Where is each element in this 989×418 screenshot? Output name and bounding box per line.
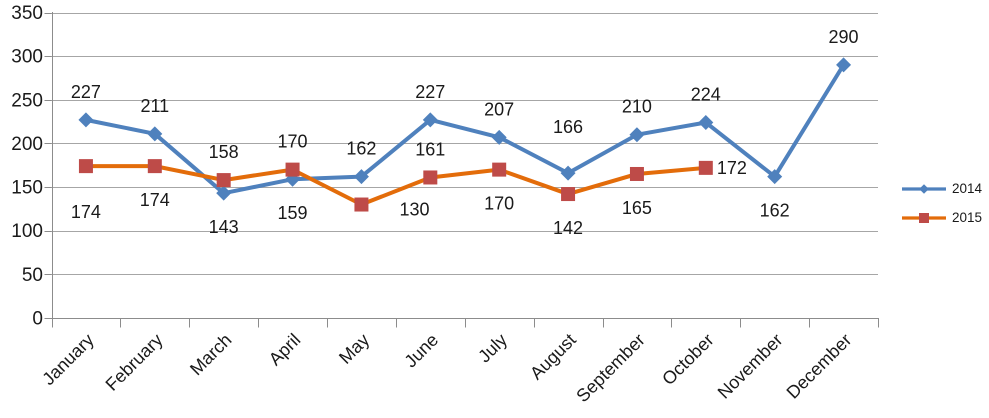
marker-2015-august bbox=[561, 187, 576, 202]
x-axis-label-october: October bbox=[658, 330, 717, 389]
x-axis-label-august: August bbox=[526, 330, 580, 384]
x-axis-label-february: February bbox=[102, 330, 167, 395]
legend-label-2015: 2015 bbox=[952, 210, 983, 226]
marker-2015-february bbox=[147, 159, 162, 174]
marker-2014-july bbox=[491, 129, 507, 145]
marker-2015-september bbox=[629, 166, 644, 181]
x-axis-label-december: December bbox=[783, 330, 856, 403]
y-axis-label-200: 200 bbox=[11, 134, 43, 155]
y-axis-label-150: 150 bbox=[11, 178, 43, 199]
data-label-2015-september: 165 bbox=[622, 198, 652, 218]
data-label-2014-september: 210 bbox=[622, 97, 652, 117]
marker-2014-december bbox=[836, 57, 852, 73]
data-label-2014-august: 166 bbox=[553, 117, 583, 137]
data-label-2014-july: 207 bbox=[484, 99, 514, 119]
marker-2015-june bbox=[423, 170, 438, 185]
x-axis-label-november: November bbox=[714, 330, 787, 403]
data-label-2015-october: 172 bbox=[717, 158, 747, 178]
legend-item-2015: 2015 bbox=[901, 210, 982, 226]
x-axis-label-april: April bbox=[265, 330, 305, 370]
marker-2015-may bbox=[354, 197, 369, 212]
marker-2015-july bbox=[492, 162, 507, 177]
marker-2014-january bbox=[78, 112, 94, 128]
y-axis-label-50: 50 bbox=[22, 265, 43, 286]
data-label-2014-january: 227 bbox=[71, 82, 101, 102]
marker-2014-november bbox=[767, 169, 783, 185]
data-label-2014-may: 162 bbox=[346, 139, 376, 159]
legend-label-2014: 2014 bbox=[952, 181, 983, 197]
data-label-2014-june: 227 bbox=[415, 82, 445, 102]
x-axis-label-may: May bbox=[335, 330, 373, 368]
marker-2014-august bbox=[560, 165, 576, 181]
data-label-2015-may: 130 bbox=[399, 200, 429, 220]
data-label-2014-april: 159 bbox=[278, 203, 308, 223]
data-label-2015-april: 170 bbox=[278, 132, 308, 152]
marker-2014-june bbox=[422, 112, 438, 128]
series-line-2014 bbox=[83, 62, 846, 196]
legend-item-2014: 2014 bbox=[901, 181, 982, 197]
x-axis-label-march: March bbox=[186, 330, 236, 380]
x-axis-label-june: June bbox=[400, 330, 442, 372]
legend-line-diamond-icon bbox=[902, 184, 946, 194]
marker-2015-march bbox=[216, 173, 231, 188]
x-axis-label-july: July bbox=[474, 330, 511, 367]
y-axis-label-350: 350 bbox=[11, 3, 43, 24]
marker-2014-september bbox=[629, 127, 645, 143]
data-label-2015-june: 161 bbox=[415, 139, 445, 159]
data-label-2014-december: 290 bbox=[829, 27, 859, 47]
data-label-2015-january: 174 bbox=[71, 202, 101, 222]
legend-line-square-icon bbox=[902, 213, 946, 223]
data-label-2015-july: 170 bbox=[484, 194, 514, 214]
marker-2015-april bbox=[285, 162, 300, 177]
data-label-2015-february: 174 bbox=[140, 190, 170, 210]
data-label-2014-october: 224 bbox=[691, 84, 721, 104]
marker-2014-october bbox=[698, 114, 714, 130]
marker-2014-march bbox=[216, 185, 232, 201]
data-label-2015-august: 142 bbox=[553, 218, 583, 238]
marker-2015-january bbox=[78, 159, 93, 174]
marker-2014-may bbox=[353, 169, 369, 185]
x-axis-label-september: September bbox=[572, 330, 648, 406]
data-label-2014-march: 143 bbox=[209, 217, 239, 237]
y-axis-label-250: 250 bbox=[11, 90, 43, 111]
marker-2015-october bbox=[698, 160, 713, 175]
marker-2014-february bbox=[147, 126, 163, 142]
x-axis-label-january: January bbox=[38, 330, 97, 389]
series-line-2015 bbox=[83, 164, 708, 207]
y-axis-label-0: 0 bbox=[32, 309, 43, 330]
data-label-2014-february: 211 bbox=[140, 96, 169, 116]
chart-legend: 2014 2015 bbox=[901, 181, 982, 226]
y-axis-label-300: 300 bbox=[11, 47, 43, 68]
y-axis-label-100: 100 bbox=[11, 221, 43, 242]
data-label-2015-march: 158 bbox=[209, 142, 239, 162]
data-label-2014-november: 162 bbox=[760, 201, 790, 221]
